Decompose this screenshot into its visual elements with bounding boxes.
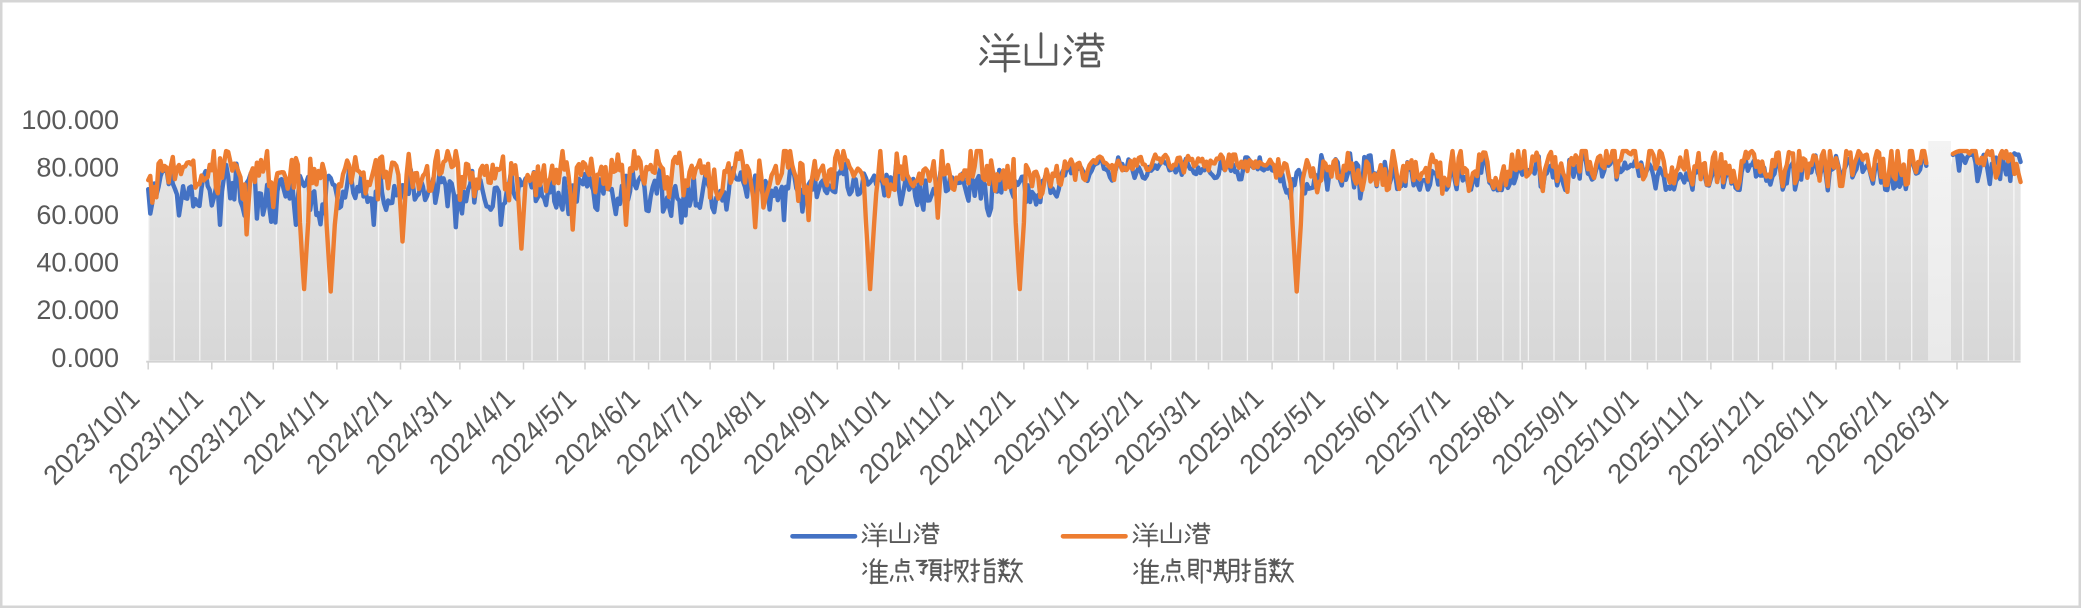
svg-text:20.000: 20.000 — [36, 295, 119, 325]
svg-text:60.000: 60.000 — [36, 200, 119, 230]
svg-text:80.000: 80.000 — [36, 152, 119, 182]
svg-text:40.000: 40.000 — [36, 248, 119, 278]
svg-text:100.000: 100.000 — [21, 105, 119, 135]
svg-text:0.000: 0.000 — [51, 343, 119, 373]
